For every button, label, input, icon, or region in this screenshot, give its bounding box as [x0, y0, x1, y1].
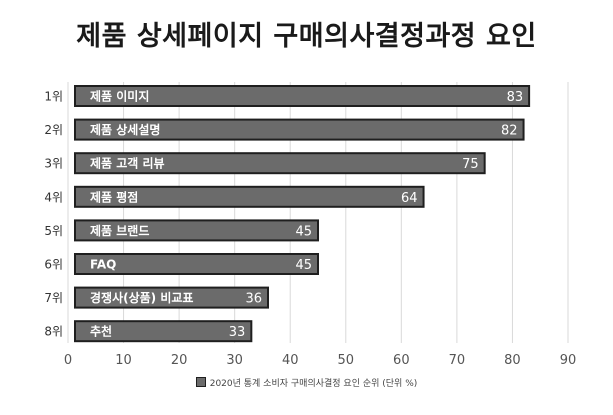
bars: 1위 제품 이미지 83 2위 제품 상세설명 82 3위 제품 고객 리뷰 75 4위 제품 평점… — [44, 85, 531, 343]
chart-title: 제품 상세페이지 구매의사결정과정 요인 — [76, 21, 537, 52]
bar-category-label: 제품 브랜드 — [90, 223, 149, 238]
rank-label: 4위 — [44, 190, 63, 204]
bar-category-label: 추천 — [90, 324, 112, 339]
x-tick-label: 60 — [393, 353, 410, 368]
legend: 2020년 통계 소비자 구매의사결정 요인 순위 (단위 %) — [0, 376, 613, 389]
rank-label: 7위 — [44, 291, 63, 305]
bar-value-label: 64 — [401, 191, 418, 206]
bar — [74, 253, 319, 275]
x-tick-label: 0 — [64, 353, 72, 368]
bar — [74, 185, 425, 208]
bar — [74, 219, 319, 242]
bar — [74, 85, 531, 107]
bar-value-label: 33 — [229, 325, 246, 340]
rank-label: 3위 — [44, 157, 63, 171]
rank-label: 5위 — [44, 224, 63, 238]
bar-category-label: 제품 상세설명 — [90, 122, 160, 137]
bar-category-label: FAQ — [90, 258, 116, 272]
bar — [74, 286, 269, 309]
bar-value-label: 36 — [245, 292, 262, 307]
rank-label: 2위 — [44, 123, 63, 137]
bar-value-label: 45 — [295, 258, 312, 273]
bar-category-label: 제품 평점 — [90, 189, 138, 204]
bar-category-label: 제품 고객 리뷰 — [90, 156, 165, 171]
x-tick-label: 30 — [226, 353, 243, 368]
x-tick-label: 50 — [338, 353, 355, 368]
bar-value-label: 83 — [507, 90, 524, 105]
x-tick-label: 70 — [449, 353, 466, 368]
rank-label: 6위 — [44, 258, 63, 272]
x-tick-label: 90 — [560, 353, 577, 368]
bar-value-label: 45 — [295, 224, 312, 239]
rank-label: 8위 — [44, 325, 63, 339]
x-axis-ticks: 0 10 20 30 40 50 60 70 80 90 — [64, 353, 576, 368]
legend-label: 2020년 통계 소비자 구매의사결정 요인 순위 (단위 %) — [209, 379, 418, 389]
bar-category-label: 제품 이미지 — [90, 89, 149, 104]
x-tick-label: 20 — [171, 353, 188, 368]
x-tick-label: 40 — [282, 353, 299, 368]
x-tick-label: 10 — [115, 353, 132, 368]
bar-category-label: 경쟁사(상품) 비교표 — [90, 290, 193, 305]
bar-value-label: 75 — [462, 157, 479, 172]
bar — [74, 152, 486, 175]
legend-swatch — [195, 377, 206, 387]
rank-label: 1위 — [44, 90, 63, 104]
bar — [74, 118, 525, 141]
x-tick-label: 80 — [504, 353, 521, 368]
bar — [74, 320, 253, 343]
bar-value-label: 82 — [501, 124, 518, 139]
